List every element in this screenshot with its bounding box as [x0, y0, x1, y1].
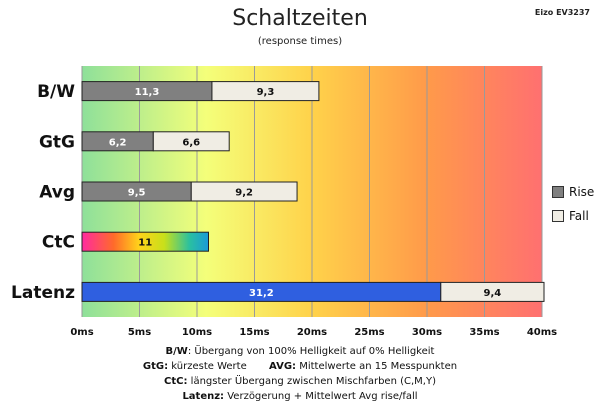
chart-subtitle: (response times): [257, 36, 343, 47]
bar-fall-latenz: [440, 281, 545, 302]
x-tick-label-5: 5ms: [128, 327, 151, 338]
note-latenz-key: Latenz:: [182, 391, 225, 402]
value-label-rise-latenz: 31,2: [249, 288, 274, 299]
x-tick-label-35: 35ms: [469, 327, 499, 338]
category-label-avg: Avg: [39, 183, 75, 203]
legend-swatch-fall: [552, 210, 564, 222]
x-tick-label-10: 10ms: [182, 327, 212, 338]
note-latenz: Latenz: Verzögerung + Mittelwert Avg ris…: [0, 389, 600, 404]
note-avg-key: AVG:: [269, 361, 297, 372]
value-label-rise-b-w: 11,3: [135, 87, 160, 98]
value-label-rise-ctc: 11: [138, 238, 152, 249]
value-label-fall-gtg: 6,6: [182, 137, 200, 148]
bar-fall-b-w: [211, 81, 320, 102]
x-tick-label-0: 0ms: [70, 327, 93, 338]
note-bw-text: : Übergang von 100% Helligkeit auf 0% He…: [187, 346, 435, 357]
model-label: Eizo EV3237: [534, 8, 590, 17]
note-ctc-text: längster Übergang zwischen Mischfarben (…: [187, 376, 436, 387]
bar-fall-gtg: [152, 131, 230, 152]
legend-label-rise: Rise: [569, 185, 595, 199]
legend-swatch-rise: [552, 186, 564, 198]
x-tick-label-15: 15ms: [239, 327, 269, 338]
note-gtg-key: GtG:: [142, 361, 169, 372]
legend-item-fall: Fall: [552, 204, 594, 228]
note-avg-text: Mittelwerte an 15 Messpunkten: [296, 361, 458, 372]
bar-rise-ctc: [81, 231, 209, 252]
bar-chart: 11,3 9,3 6,2 6,6 9,5 9,2 11 31,2 9,4 B/W GtG Avg Ct…: [11, 66, 557, 338]
bar-fall-avg: [190, 181, 298, 202]
note-ctc: CtC: längster Übergang zwischen Mischfar…: [0, 374, 600, 389]
footnotes: B/W: Übergang von 100% Helligkeit auf 0%…: [0, 344, 600, 404]
x-tick-label-20: 20ms: [297, 327, 327, 338]
note-bw-key: B/W: [165, 346, 188, 357]
value-label-fall-latenz: 9,4: [484, 288, 502, 299]
value-label-rise-avg: 9,5: [128, 188, 146, 199]
legend: Rise Fall: [552, 180, 594, 228]
x-tick-label-40: 40ms: [527, 327, 557, 338]
category-label-b-w: B/W: [37, 82, 75, 102]
category-label-gtg: GtG: [39, 132, 75, 152]
legend-label-fall: Fall: [569, 209, 589, 223]
note-bw: B/W: Übergang von 100% Helligkeit auf 0%…: [0, 344, 600, 359]
legend-item-rise: Rise: [552, 180, 594, 204]
note-gtg-text: kürzeste Werte: [168, 361, 247, 372]
note-ctc-key: CtC:: [164, 376, 188, 387]
value-label-rise-gtg: 6,2: [109, 137, 127, 148]
chart-title: Schaltzeiten: [232, 6, 368, 31]
x-tick-label-30: 30ms: [412, 327, 442, 338]
note-gtg-avg: GtG: kürzeste Werte AVG: Mittelwerte an …: [0, 359, 600, 374]
category-label-latenz: Latenz: [11, 283, 75, 303]
x-tick-label-25: 25ms: [354, 327, 384, 338]
category-label-ctc: CtC: [42, 233, 75, 253]
value-label-fall-b-w: 9,3: [257, 87, 275, 98]
value-label-fall-avg: 9,2: [235, 188, 253, 199]
note-latenz-text: Verzögerung + Mittelwert Avg rise/fall: [224, 391, 418, 402]
